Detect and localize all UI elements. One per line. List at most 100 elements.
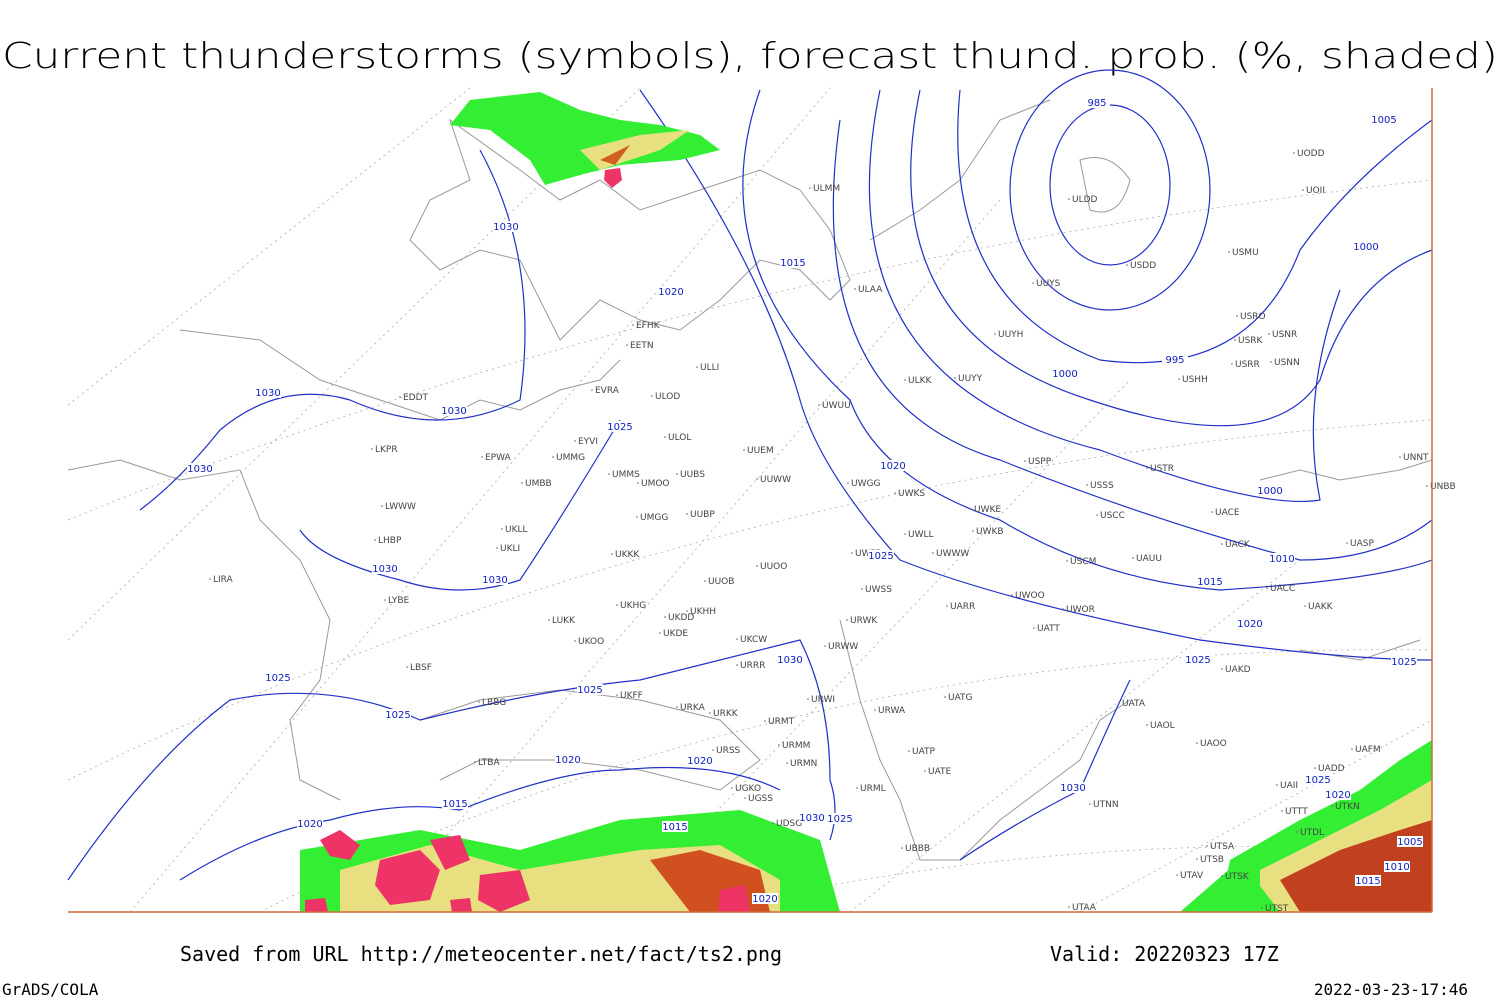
station-dot [894, 492, 896, 494]
isobar-label: 1025 [607, 422, 632, 433]
isobar-label: 1015 [662, 822, 687, 833]
station-code: UKHG [620, 601, 646, 611]
station-dot [1062, 608, 1064, 610]
station-code: UAKK [1308, 602, 1334, 612]
isobar-label-bg [1052, 368, 1078, 379]
isobar-label: 1025 [868, 551, 893, 562]
station-dot [406, 666, 408, 668]
station-code: UATA [1122, 699, 1146, 709]
station-dot [548, 619, 550, 621]
station-dot [676, 473, 678, 475]
station-dot [1276, 784, 1278, 786]
station-dot [743, 449, 745, 451]
station-code: LTBA [478, 758, 500, 768]
station-dot [908, 750, 910, 752]
station-code: UDSG [776, 819, 802, 829]
station-code: UWSS [865, 585, 892, 595]
station-dot [1196, 858, 1198, 860]
station-dot [709, 712, 711, 714]
station-dot [972, 530, 974, 532]
timestamp: 2022-03-23-17:46 [1314, 980, 1468, 999]
isobar-label-bg [1325, 789, 1351, 800]
station-dot [1221, 543, 1223, 545]
station-dot [1011, 594, 1013, 596]
station-code: UGKO [735, 784, 761, 794]
thunderstorm-symbols [305, 168, 750, 912]
station-code: URMM [782, 741, 810, 751]
station-dot [1221, 668, 1223, 670]
coastlines [67, 99, 1433, 861]
station-dot [712, 749, 714, 751]
station-dot [856, 787, 858, 789]
station-code: UARR [950, 602, 975, 612]
station-code: UKDD [668, 613, 694, 623]
isobar-label-bg [297, 818, 323, 829]
station-dot [851, 552, 853, 554]
station-code: USRO [1240, 312, 1266, 322]
isobar-label: 1030 [493, 222, 518, 233]
isobar-label: 1025 [385, 710, 410, 721]
station-dot [1228, 251, 1230, 253]
station-code: LIRA [213, 575, 234, 585]
station-dot [1066, 560, 1068, 562]
station-code: LWWW [385, 502, 416, 512]
station-code: UADD [1318, 764, 1345, 774]
station-dot [994, 333, 996, 335]
station-dot [1399, 456, 1401, 458]
probability-shading [300, 92, 1432, 912]
station-dot [704, 580, 706, 582]
station-code: UTSK [1225, 872, 1250, 882]
isobar-label-bg [1269, 553, 1295, 564]
station-code: URWK [850, 616, 878, 626]
station-code: URKK [713, 709, 739, 719]
station-dot [756, 565, 758, 567]
station-code: USRK [1238, 336, 1264, 346]
station-dot [1096, 514, 1098, 516]
station-code: UUOO [760, 562, 787, 572]
station-code: UUBP [690, 510, 715, 520]
station-code: UMBB [525, 479, 552, 489]
station-code: URMN [790, 759, 817, 769]
station-code: UACK [1225, 540, 1251, 550]
station-dot [744, 797, 746, 799]
station-dot [1068, 198, 1070, 200]
station-code: UKCW [740, 635, 767, 645]
station-code: UMMG [556, 453, 585, 463]
station-dot [1426, 485, 1428, 487]
station-code: EFHK [636, 321, 661, 331]
station-code: UKDE [663, 629, 688, 639]
valid-time: Valid: 20220323 17Z [1050, 942, 1279, 966]
station-dot [501, 528, 503, 530]
isobar-label-bg [1060, 782, 1086, 793]
isobar-label: 1005 [1397, 837, 1422, 848]
isobar-label-bg [265, 672, 291, 683]
station-dot [846, 619, 848, 621]
station-code: UWWW [936, 549, 969, 559]
station-code: USMU [1232, 248, 1259, 258]
station-dot [1146, 724, 1148, 726]
station-dot [731, 787, 733, 789]
station-code: UATT [1037, 624, 1060, 634]
station-dot [1089, 803, 1091, 805]
isobar-label-bg [607, 421, 633, 432]
isobar-label-bg [577, 684, 603, 695]
station-code: UNBB [1430, 482, 1456, 492]
isobar-label: 1015 [780, 258, 805, 269]
isobar-label: 1025 [1305, 775, 1330, 786]
isobar-label: 1020 [555, 755, 580, 766]
map-title: Current thunderstorms (symbols), forecas… [2, 36, 1498, 77]
isobar-label-bg [1257, 485, 1283, 496]
station-code: UUWW [760, 475, 791, 485]
station-code: URMT [768, 717, 795, 727]
station-dot [1296, 831, 1298, 833]
station-dot [696, 366, 698, 368]
graticule [67, 87, 1433, 913]
station-code: ULDD [1072, 195, 1098, 205]
station-code: EPWA [485, 453, 512, 463]
isobar-label: 1025 [827, 814, 852, 825]
station-dot [1304, 605, 1306, 607]
station-dot [1314, 767, 1316, 769]
isobar-label-bg [827, 813, 853, 824]
station-dot [904, 533, 906, 535]
